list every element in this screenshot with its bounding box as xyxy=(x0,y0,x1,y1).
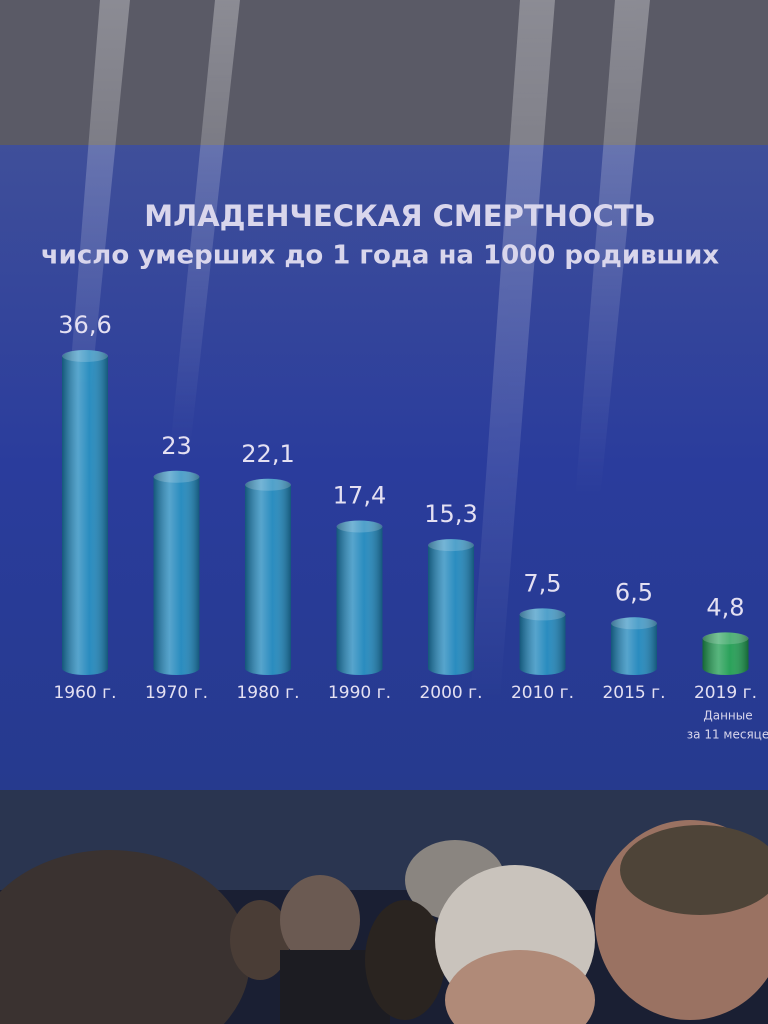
light-beams xyxy=(60,0,650,700)
value-label: 36,6 xyxy=(58,311,111,339)
bar-shine xyxy=(428,539,474,675)
chart-title: МЛАДЕНЧЕСКАЯ СМЕРТНОСТЬ xyxy=(144,199,655,233)
bar-top xyxy=(519,608,566,621)
bars: 36,6 1960 г. 23 1970 г. 22,1 1980 г. 17,4 1990 … xyxy=(53,311,757,703)
value-label: 23 xyxy=(161,432,192,460)
value-label: 6,5 xyxy=(615,578,653,606)
x-tick-label: 2019 г. xyxy=(694,683,757,703)
value-label: 22,1 xyxy=(241,440,294,468)
bar-top xyxy=(245,478,291,491)
bar-shine xyxy=(611,617,657,675)
bar-top xyxy=(336,520,383,533)
bar-shine xyxy=(62,350,108,675)
chart-subtitle: число умерших до 1 года на 1000 родивших xyxy=(41,241,720,271)
x-tick-label: 2015 г. xyxy=(602,683,665,703)
x-tick-label: 1980 г. xyxy=(236,683,299,703)
x-tick-label: 1960 г. xyxy=(53,683,116,703)
bar-top xyxy=(428,539,474,552)
value-label: 15,3 xyxy=(424,500,477,528)
bar-top xyxy=(153,470,200,483)
value-label: 17,4 xyxy=(333,481,386,509)
screen xyxy=(0,145,768,790)
bar-top xyxy=(62,350,108,362)
value-label: 7,5 xyxy=(523,569,561,597)
bar-top xyxy=(611,617,657,630)
bar-shine xyxy=(153,470,200,675)
value-label: 4,8 xyxy=(706,593,744,621)
bar-top xyxy=(702,632,749,645)
annotation: за 11 месяце xyxy=(687,728,768,742)
bar-shine xyxy=(519,608,566,675)
annotation: Данные xyxy=(703,709,752,723)
x-tick-label: 1990 г. xyxy=(328,683,391,703)
x-tick-label: 1970 г. xyxy=(145,683,208,703)
bar-shine xyxy=(245,478,291,675)
x-tick-label: 2010 г. xyxy=(511,683,574,703)
bar-shine xyxy=(336,520,383,675)
x-tick-label: 2000 г. xyxy=(419,683,482,703)
bar-shine xyxy=(702,632,749,675)
audience xyxy=(0,820,768,1024)
